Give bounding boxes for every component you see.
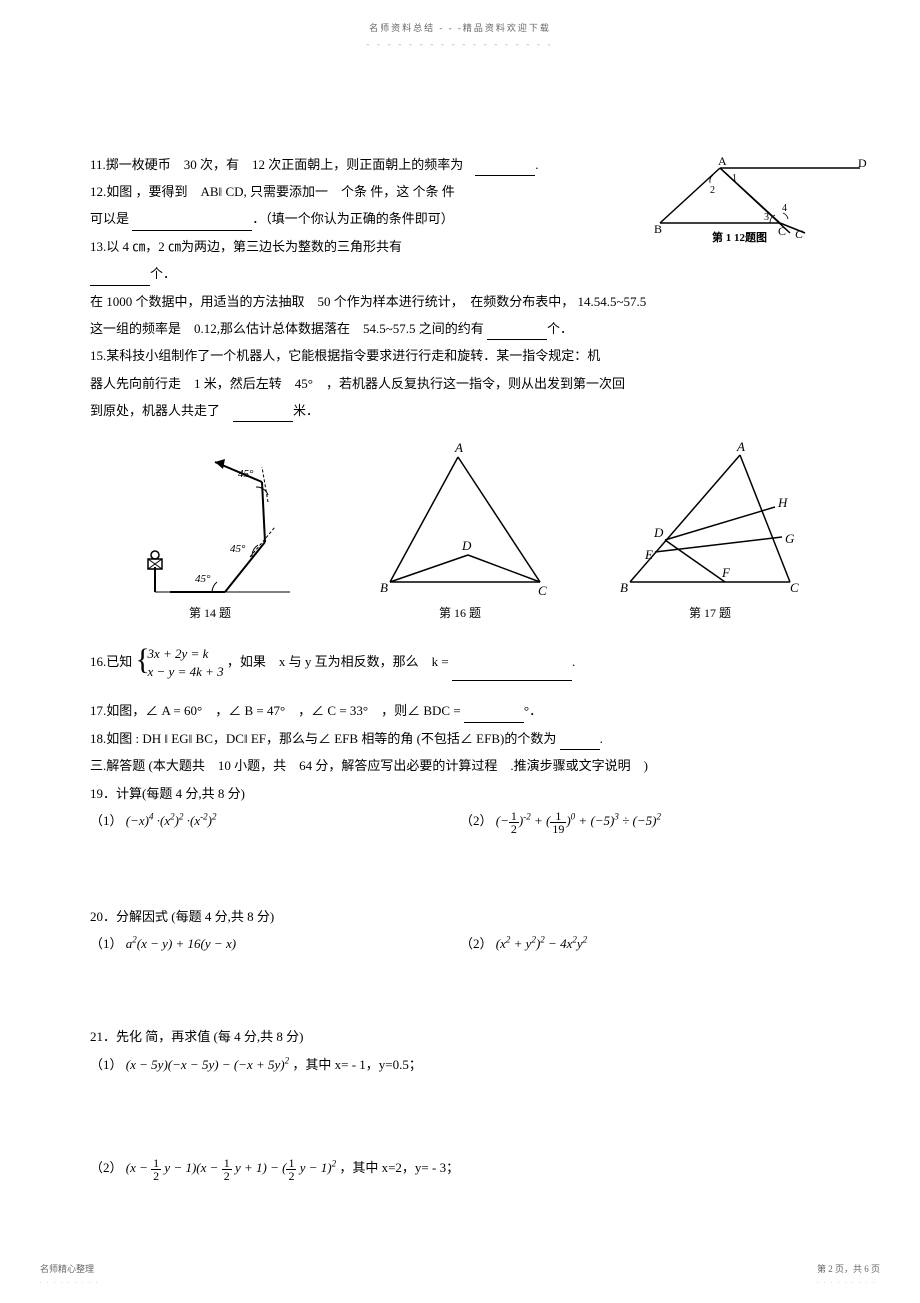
- page-header-text: 名师资料总结 - - -精品资料欢迎下载: [90, 20, 830, 36]
- svg-text:C: C: [538, 583, 547, 597]
- q19-2-label: （2）: [460, 813, 493, 828]
- footer-left: 名师精心整理 . . . . . . . . .: [40, 1261, 100, 1288]
- q19-2-expr: (−12)-2 + (119)0 + (−5)3 ÷ (−5)2: [496, 813, 661, 828]
- svg-text:B: B: [654, 222, 662, 236]
- footer-right: 第 2 页，共 6 页 . . . . . . . . .: [817, 1261, 880, 1288]
- svg-text:2: 2: [710, 185, 715, 196]
- main-content: A B C C D 1 2 3 4 第 1 12题图 11.掷一枚硬币 30 次…: [90, 153, 830, 1182]
- svg-text:D: D: [858, 156, 867, 170]
- q15-line3: 到原处，机器人共走了 米．: [90, 399, 830, 422]
- svg-text:A: A: [718, 154, 727, 168]
- svg-text:4: 4: [782, 203, 787, 214]
- q14-line1: 在 1000 个数据中，用适当的方法抽取 50 个作为样本进行统计， 在频数分布…: [90, 290, 830, 313]
- svg-text:C: C: [778, 224, 786, 238]
- q20-title: 20．分解因式 (每题 4 分,共 8 分): [90, 905, 830, 928]
- q15-line2: 器人先向前行走 1 米，然后左转 45° ，若机器人反复执行这一指令，则从出发到…: [90, 372, 830, 395]
- q20-row: （1） a2(x − y) + 16(y − x) （2） (x2 + y2)2…: [90, 932, 830, 955]
- svg-text:E: E: [644, 547, 653, 562]
- q19-row: （1） (−x)4 ·(x2)2 ·(x-2)2 （2） (−12)-2 + (…: [90, 809, 830, 835]
- svg-text:A: A: [736, 439, 745, 454]
- fig16-caption: 第 16 题: [340, 603, 580, 625]
- svg-text:45°: 45°: [238, 468, 254, 480]
- q17: 17.如图，∠ A = 60° ，∠ B = 47° ，∠ C = 33° ，则…: [90, 699, 830, 722]
- q13-suffix: 个．: [90, 262, 830, 285]
- q16-eq1: 3x + 2y = k: [148, 645, 224, 663]
- q14-line2: 这一组的频率是 0.12,那么估计总体数据落在 54.5~57.5 之间的约有 …: [90, 317, 830, 340]
- svg-text:G: G: [785, 531, 795, 546]
- q19-title: 19．计算(每题 4 分,共 8 分): [90, 782, 830, 805]
- q21-title: 21．先化 简，再求值 (每 4 分,共 8 分): [90, 1025, 830, 1048]
- svg-text:3: 3: [764, 212, 769, 223]
- q20-1-expr: a2(x − y) + 16(y − x): [126, 936, 236, 951]
- q20-2-label: （2）: [460, 936, 493, 951]
- svg-text:B: B: [380, 580, 388, 595]
- svg-text:45°: 45°: [230, 543, 246, 555]
- svg-text:D: D: [461, 538, 472, 553]
- section3-title: 三.解答题 (本大题共 10 小题，共 64 分，解答应写出必要的计算过程 .推…: [90, 754, 830, 777]
- q20-1-label: （1）: [90, 936, 123, 951]
- svg-text:D: D: [653, 525, 664, 540]
- q21-2: （2） (x − 12 y − 1)(x − 12 y + 1) − (12 y…: [90, 1156, 830, 1182]
- q18: 18.如图 : DH ‖ EG‖ BC，DC‖ EF，那么与∠ EFB 相等的角…: [90, 727, 830, 750]
- diagram-q12: A B C C D 1 2 3 4 第 1 12题图: [650, 153, 870, 243]
- q15-line1: 15.某科技小组制作了一个机器人，它能根据指令要求进行行走和旋转．某一指令规定：…: [90, 344, 830, 367]
- q19-1-label: （1）: [90, 813, 123, 828]
- figure-row: 45° 45° 45° 第 14 题 A B C D 第 16 题: [90, 437, 830, 625]
- diagram-q12-caption: 第 1 12题图: [712, 229, 767, 249]
- svg-text:C: C: [790, 580, 799, 595]
- figure-16: A B C D 第 16 题: [340, 437, 580, 625]
- svg-text:1: 1: [732, 173, 737, 184]
- figure-14: 45° 45° 45° 第 14 题: [90, 437, 330, 625]
- q21-1: （1） (x − 5y)(−x − 5y) − (−x + 5y)2 ，其中 x…: [90, 1053, 830, 1076]
- page-header-dots: - - - - - - - - - - - - - - - - - -: [90, 38, 830, 52]
- q16: 16.已知 { 3x + 2y = k x − y = 4k + 3 ，如果 x…: [90, 645, 830, 681]
- svg-text:H: H: [777, 495, 788, 510]
- svg-text:F: F: [721, 565, 731, 580]
- svg-text:B: B: [620, 580, 628, 595]
- q19-1-expr: (−x)4 ·(x2)2 ·(x-2)2: [126, 813, 217, 828]
- q20-2-expr: (x2 + y2)2 − 4x2y2: [496, 936, 587, 951]
- svg-text:45°: 45°: [195, 573, 211, 585]
- svg-text:C: C: [795, 227, 804, 241]
- q16-eq2: x − y = 4k + 3: [148, 663, 224, 681]
- figure-17: A B C D E F G H 第 17 题: [590, 437, 830, 625]
- fig17-caption: 第 17 题: [590, 603, 830, 625]
- fig14-caption: 第 14 题: [90, 603, 330, 625]
- svg-text:A: A: [454, 440, 463, 455]
